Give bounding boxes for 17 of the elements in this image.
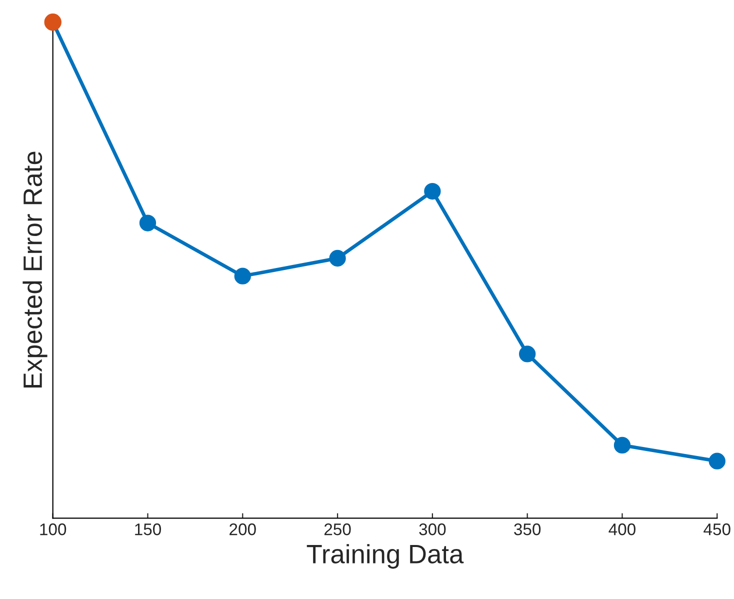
x-tick-label: 450 <box>704 523 730 536</box>
y-axis-title: Expected Error Rate <box>22 152 48 388</box>
x-tick-label: 300 <box>419 523 446 536</box>
x-tick-label: 200 <box>230 523 256 536</box>
x-tick-label: 350 <box>514 523 541 536</box>
point <box>518 346 536 362</box>
x-tick-label: 100 <box>40 523 66 536</box>
x-tick-label: 150 <box>135 523 161 536</box>
point <box>708 452 726 470</box>
point <box>234 268 251 284</box>
x-tick-label: 250 <box>324 523 351 536</box>
point <box>139 214 156 232</box>
point <box>424 182 441 200</box>
point <box>329 250 346 267</box>
x-axis-title: Training Data <box>306 544 464 569</box>
point <box>614 436 631 454</box>
x-tick-label: 400 <box>608 523 636 536</box>
